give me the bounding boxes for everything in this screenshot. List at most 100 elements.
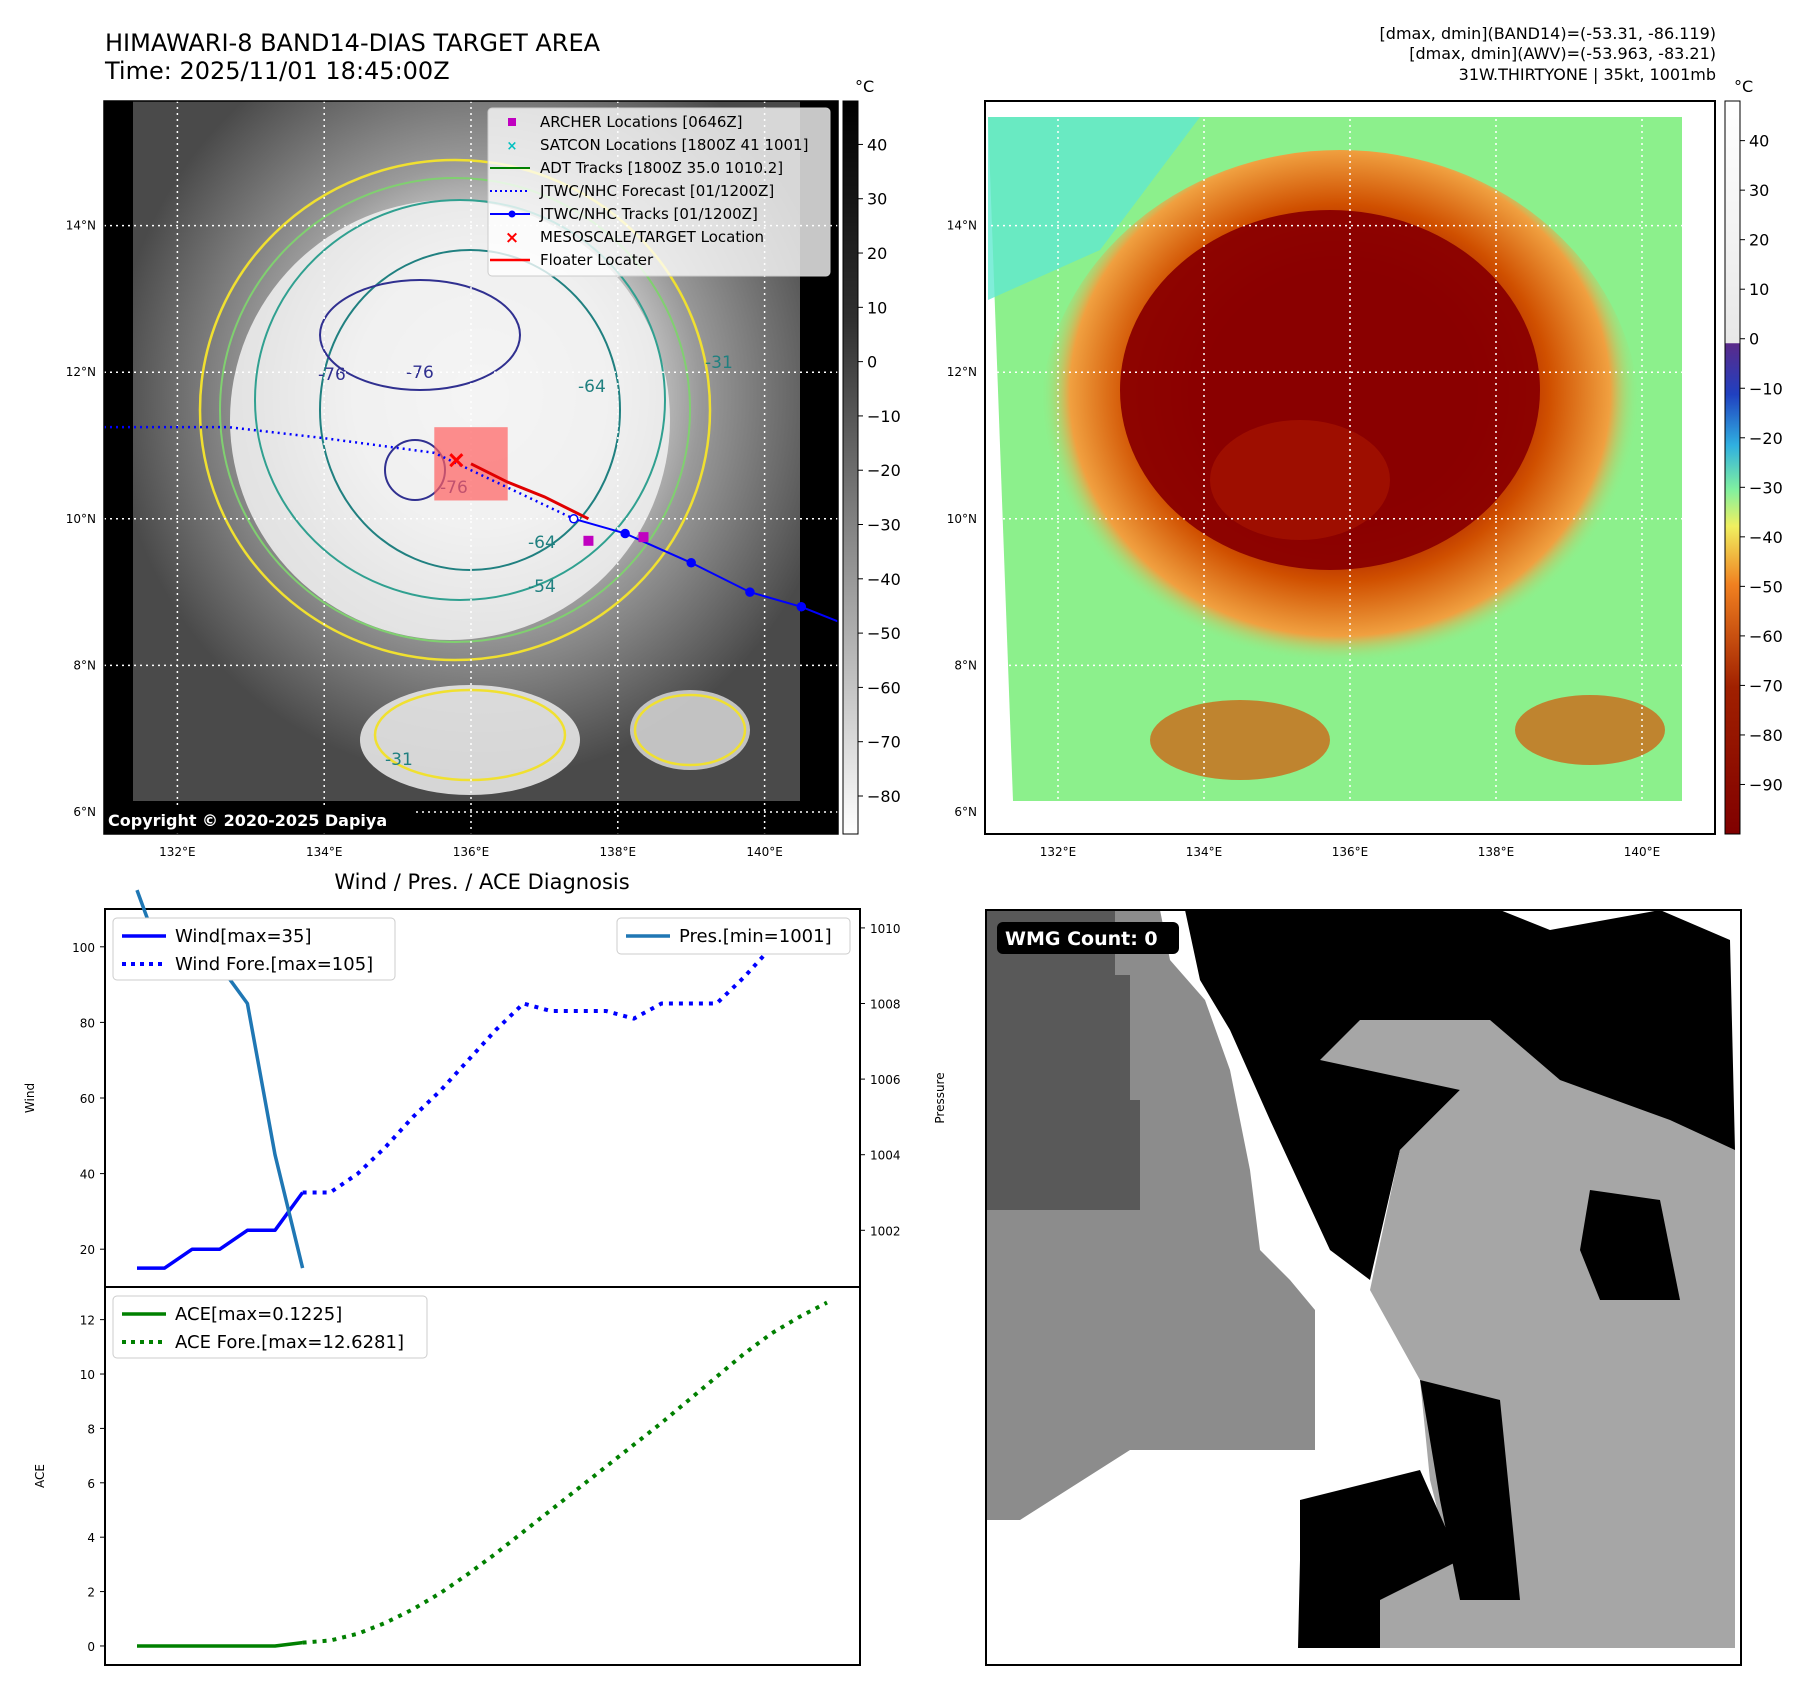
- colorbar-tick-label: −10: [1749, 379, 1783, 398]
- lon-tick-label: 134°E: [1186, 845, 1223, 859]
- lon-tick-label: 140°E: [1624, 845, 1661, 859]
- wmg-count-label: WMG Count: 0: [1005, 928, 1158, 950]
- wmg-region-black-south: [1298, 1470, 1460, 1648]
- lon-tick-label: 134°E: [306, 845, 343, 859]
- colorbar-tick-label: 30: [867, 190, 887, 209]
- awv-map-panel: [984, 100, 1716, 835]
- legend-label: JTWC/NHC Forecast [01/1200Z]: [539, 182, 774, 200]
- colorbar-tick-label: −40: [867, 570, 901, 589]
- wmg-frame: [985, 909, 1742, 1666]
- y-tick-label: 80: [80, 1016, 95, 1030]
- series-line-0: [137, 1640, 303, 1648]
- y-tick-label: 10: [80, 1368, 95, 1382]
- colorbar-tick-label: −80: [867, 787, 901, 806]
- colorbar-tick-label: 20: [1749, 231, 1769, 250]
- wind-ylabel: Wind: [23, 1083, 37, 1113]
- y-right-tick-label: 1006: [870, 1073, 901, 1087]
- track-point: [796, 602, 807, 612]
- ir-map-frame: [103, 100, 839, 835]
- ir-southern-convection: [360, 685, 580, 795]
- lon-tick-label: 136°E: [1332, 845, 1369, 859]
- lon-tick-label: 138°E: [600, 845, 637, 859]
- ace-legend-box: [112, 1295, 428, 1359]
- ace-legend: ACE[max=0.1225] ACE Fore.[max=12.6281]: [112, 1295, 428, 1359]
- lon-tick-label: 132°E: [159, 845, 196, 859]
- colorbar-tick-label: −20: [867, 461, 901, 480]
- wmg-region-black-north: [1185, 910, 1735, 1280]
- figure-title: HIMAWARI-8 BAND14-DIAS TARGET AREA: [105, 29, 601, 57]
- legend-wind-label: Wind[max=35]: [175, 926, 312, 947]
- awv-gridlines: [985, 101, 1715, 834]
- awv-map-frame: [984, 100, 1716, 835]
- contour-neg54: [254, 199, 666, 601]
- contour-label: -64: [528, 533, 556, 553]
- lat-tick-label: 12°N: [947, 365, 977, 379]
- stats-awv: [dmax, dmin](AWV)=(-53.963, -83.21): [1409, 44, 1716, 63]
- lat-tick-label: 14°N: [947, 219, 977, 233]
- ir-central-dense-overcast: [230, 200, 670, 640]
- contour-se-yellow: [633, 693, 747, 767]
- legend-ace-forecast-label: ACE Fore.[max=12.6281]: [175, 1332, 404, 1353]
- wmg-region-mid-gray: [986, 910, 1315, 1520]
- lat-tick-label: 12°N: [66, 365, 96, 379]
- contour-south-yellow: [373, 688, 567, 782]
- y-tick-label: 100: [72, 941, 95, 955]
- awv-colorbar: °C 40 30 20 10 0 −10 −20 −30 −40 −50 −60 −70 −80 −90: [1724, 77, 1783, 835]
- contour-label: -31: [705, 353, 733, 373]
- lon-tick-label: 138°E: [1478, 845, 1515, 859]
- legend-box: [487, 107, 831, 277]
- figure-time: Time: 2025/11/01 18:45:00Z: [104, 57, 450, 85]
- ir-colorbar-unit: °C: [855, 77, 874, 96]
- contour-neg76-north: [319, 279, 521, 391]
- lat-tick-label: 6°N: [73, 805, 96, 819]
- ace-ylabel: ACE: [33, 1464, 47, 1488]
- contour-neg31: [198, 158, 712, 662]
- legend-wind-forecast-label: Wind Fore.[max=105]: [175, 954, 373, 975]
- wind-legend-box: [112, 917, 396, 981]
- awv-inner-band: [1210, 420, 1390, 540]
- ir-map-panel: -76-76-64-76-64-54-31-31 Copyright © 202…: [103, 100, 839, 835]
- ir-axis-labels: 14°N 12°N 10°N 8°N 6°N 132°E 134°E 136°E 138°E 14…: [66, 219, 783, 859]
- colorbar-tick-label: 0: [1749, 330, 1759, 349]
- colorbar-tick-label: −60: [867, 678, 901, 697]
- copyright-text: Copyright © 2020-2025 Dapiya: [108, 811, 387, 830]
- y-right-tick-label: 1010: [870, 922, 901, 936]
- lon-tick-label: 132°E: [1040, 845, 1077, 859]
- awv-se-convection: [1515, 695, 1665, 765]
- y-tick-label: 8: [87, 1422, 95, 1436]
- colorbar-tick-label: 40: [1749, 132, 1769, 151]
- y-tick-label: 2: [87, 1586, 95, 1600]
- lat-tick-label: 10°N: [66, 512, 96, 526]
- jtwc-best-track: [573, 517, 839, 623]
- lon-tick-label: 136°E: [453, 845, 490, 859]
- y-tick-label: 40: [80, 1168, 95, 1182]
- contour-label: -64: [578, 377, 606, 397]
- series-line-0: [137, 1191, 305, 1270]
- ir-colorbar: °C 40 30 20 10 0 −10 −20 −30 −40 −50 −60 −70 −80: [842, 77, 901, 835]
- wmg-panel: WMG Count: 0: [985, 909, 1742, 1666]
- wind-legend: Wind[max=35] Wind Fore.[max=105] Pres.[m…: [112, 917, 851, 981]
- track-point: [620, 528, 630, 539]
- y-right-tick-label: 1002: [870, 1224, 901, 1238]
- colorbar-tick-label: 20: [867, 244, 887, 263]
- legend-label: ARCHER Locations [0646Z]: [540, 113, 743, 131]
- legend-label: ADT Tracks [1800Z 35.0 1010.2]: [540, 159, 783, 177]
- awv-axis-labels: 14°N 12°N 10°N 8°N 6°N 132°E 134°E 136°E 138°E 14…: [947, 219, 1661, 859]
- colorbar-tick-label: −90: [1749, 775, 1783, 794]
- awv-colorbar-unit: °C: [1734, 77, 1753, 96]
- legend-swatch-target: ×: [505, 228, 519, 248]
- colorbar-tick-label: 40: [867, 135, 887, 154]
- track-point: [569, 514, 579, 524]
- legend-ace-label: ACE[max=0.1225]: [175, 1304, 342, 1325]
- colorbar-tick-label: −30: [1749, 478, 1783, 497]
- ir-tracks: [104, 425, 839, 623]
- track-point: [745, 587, 755, 597]
- stats-band14: [dmax, dmin](BAND14)=(-53.31, -86.119): [1380, 24, 1716, 43]
- colorbar-tick-label: −10: [867, 407, 901, 426]
- series-line-1: [302, 944, 827, 1195]
- colorbar-tick-label: −80: [1749, 726, 1783, 745]
- legend-label: SATCON Locations [1800Z 41 1001]: [540, 136, 808, 154]
- awv-south-convection: [1150, 700, 1330, 780]
- colorbar-tick-label: −50: [1749, 577, 1783, 596]
- lon-tick-label: 140°E: [746, 845, 783, 859]
